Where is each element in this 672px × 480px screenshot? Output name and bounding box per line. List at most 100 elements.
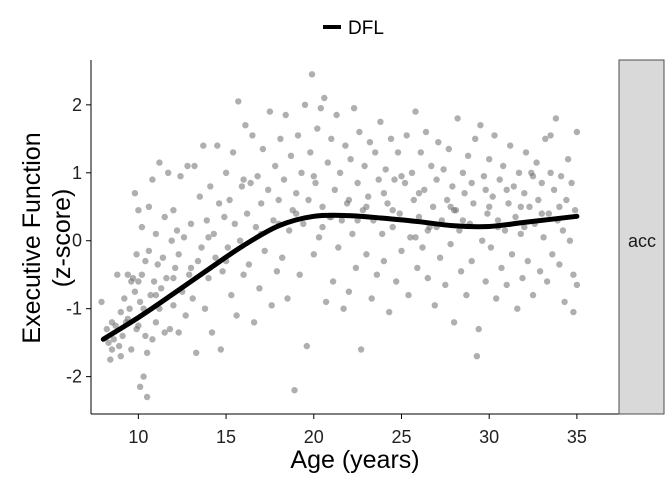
legend-label-dfl: DFL [348,18,384,39]
data-point [559,227,567,234]
data-point [547,169,554,176]
data-point [454,115,461,122]
data-point [508,251,516,258]
data-point [173,227,181,234]
data-point [149,336,156,343]
data-point [319,203,326,210]
data-point [421,186,428,193]
data-point [247,179,254,187]
data-point [145,203,153,210]
data-point [205,234,212,241]
data-point [200,142,207,149]
data-point [561,298,568,306]
data-point [566,237,574,244]
data-point [493,295,500,302]
data-point [175,251,182,258]
data-point [529,291,537,299]
data-point [563,196,570,204]
data-point [212,254,219,261]
data-point [468,179,475,187]
data-point [265,186,272,193]
fit-line-dfl [100,212,580,342]
data-point [184,162,191,170]
data-point [208,329,216,336]
data-point [226,196,233,204]
data-point [142,257,149,265]
data-point [138,223,146,231]
data-point [363,251,370,258]
data-point [435,139,442,146]
data-point [240,176,247,183]
data-point [315,234,323,241]
data-point [258,200,265,207]
data-point [389,223,396,231]
data-point [98,298,105,306]
data-point [152,291,160,299]
data-point [552,115,560,122]
data-point [556,203,563,210]
data-point [410,196,417,204]
data-point [479,237,486,244]
data-point [547,132,554,139]
data-point [152,230,160,238]
data-point [440,166,447,173]
data-point [517,230,524,238]
data-point [161,213,168,221]
data-point [163,274,170,282]
data-point [573,128,581,136]
data-point [275,196,282,204]
data-point [280,176,288,183]
data-point [391,176,398,183]
y-axis-title: Executive Function (z-score) [18,132,76,343]
data-point [121,295,128,302]
data-point [470,200,477,207]
data-point [308,71,316,78]
data-point [287,152,295,159]
data-point [210,230,217,238]
data-point [533,159,540,166]
data-point [131,288,139,295]
data-point [124,271,131,278]
data-point [529,173,537,180]
data-point [243,210,251,217]
y-tick-label: 0 [72,231,82,251]
data-point [194,257,202,265]
data-point [505,200,512,207]
data-point [405,291,412,299]
data-point [522,149,530,156]
data-point [398,247,405,255]
x-tick-label: 25 [391,427,411,447]
data-point [459,169,467,176]
x-axis-title: Age (years) [290,446,419,474]
data-point [193,349,200,356]
data-point [401,179,409,187]
data-point [198,244,205,251]
data-point [279,254,286,261]
data-point [214,142,221,149]
data-point [350,105,358,112]
data-point [336,169,344,176]
data-point [256,285,263,292]
data-point [105,339,112,346]
data-point [526,203,533,210]
data-point [368,295,375,302]
data-point [514,305,521,312]
y-axis-ticks: -2 -1 0 1 2 [66,95,91,387]
data-point [261,247,268,255]
data-point [203,217,210,224]
data-point [571,207,579,214]
data-point [498,264,505,272]
data-point [475,325,482,333]
data-point [412,234,419,241]
data-point [166,325,174,333]
data-point [482,278,489,285]
data-point [414,264,421,272]
facet-strip [618,59,665,415]
x-tick-label: 30 [479,427,499,447]
data-point [296,271,303,278]
data-point [328,135,335,142]
data-point [266,108,274,115]
data-point [429,203,437,210]
data-point [222,169,230,176]
data-point [149,176,156,183]
